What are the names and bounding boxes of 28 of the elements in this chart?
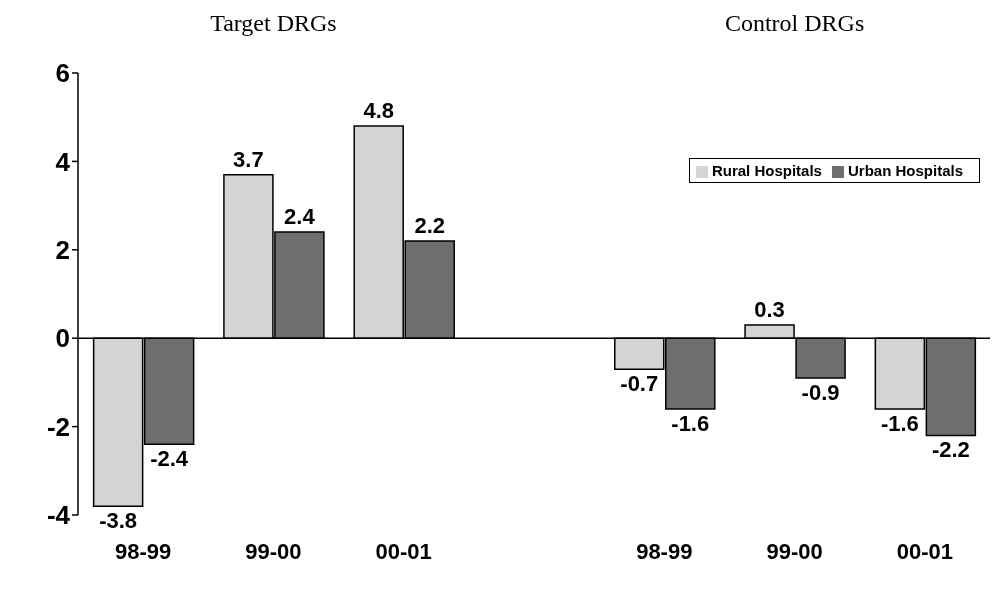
- y-tick-label: -2: [46, 411, 70, 442]
- data-label: -2.4: [150, 446, 189, 472]
- x-tick-label: 99-00: [245, 538, 302, 564]
- x-tick-label: 99-00: [766, 538, 823, 564]
- data-label: -1.6: [671, 410, 710, 436]
- data-label: 2.4: [284, 204, 316, 230]
- data-label: 0.3: [754, 296, 785, 322]
- data-label: -0.9: [801, 379, 840, 405]
- text: Control DRGs: [723, 10, 866, 37]
- x-tick-label: 98-99: [115, 538, 172, 564]
- y-tick-label: 2: [55, 235, 70, 266]
- y-tick-label: 0: [55, 323, 70, 354]
- data-label: -3.8: [99, 508, 138, 534]
- data-label: -0.7: [620, 371, 659, 397]
- data-label: 2.2: [414, 212, 445, 238]
- x-tick-label: 00-01: [375, 538, 432, 564]
- y-tick-label: 6: [55, 58, 70, 89]
- data-label: -1.6: [880, 410, 919, 436]
- y-tick-label: 4: [55, 146, 71, 177]
- x-tick-label: 98-99: [636, 538, 693, 564]
- data-label: 3.7: [233, 146, 264, 172]
- legend-label: Urban Hospitals: [847, 162, 963, 179]
- y-tick-label: -4: [46, 500, 71, 531]
- x-tick-label: 00-01: [896, 538, 953, 564]
- data-label: 4.8: [363, 98, 394, 124]
- legend-label: Rural Hospitals: [711, 162, 822, 179]
- data-label: -2.2: [931, 437, 970, 463]
- text: Target DRGs: [209, 10, 338, 37]
